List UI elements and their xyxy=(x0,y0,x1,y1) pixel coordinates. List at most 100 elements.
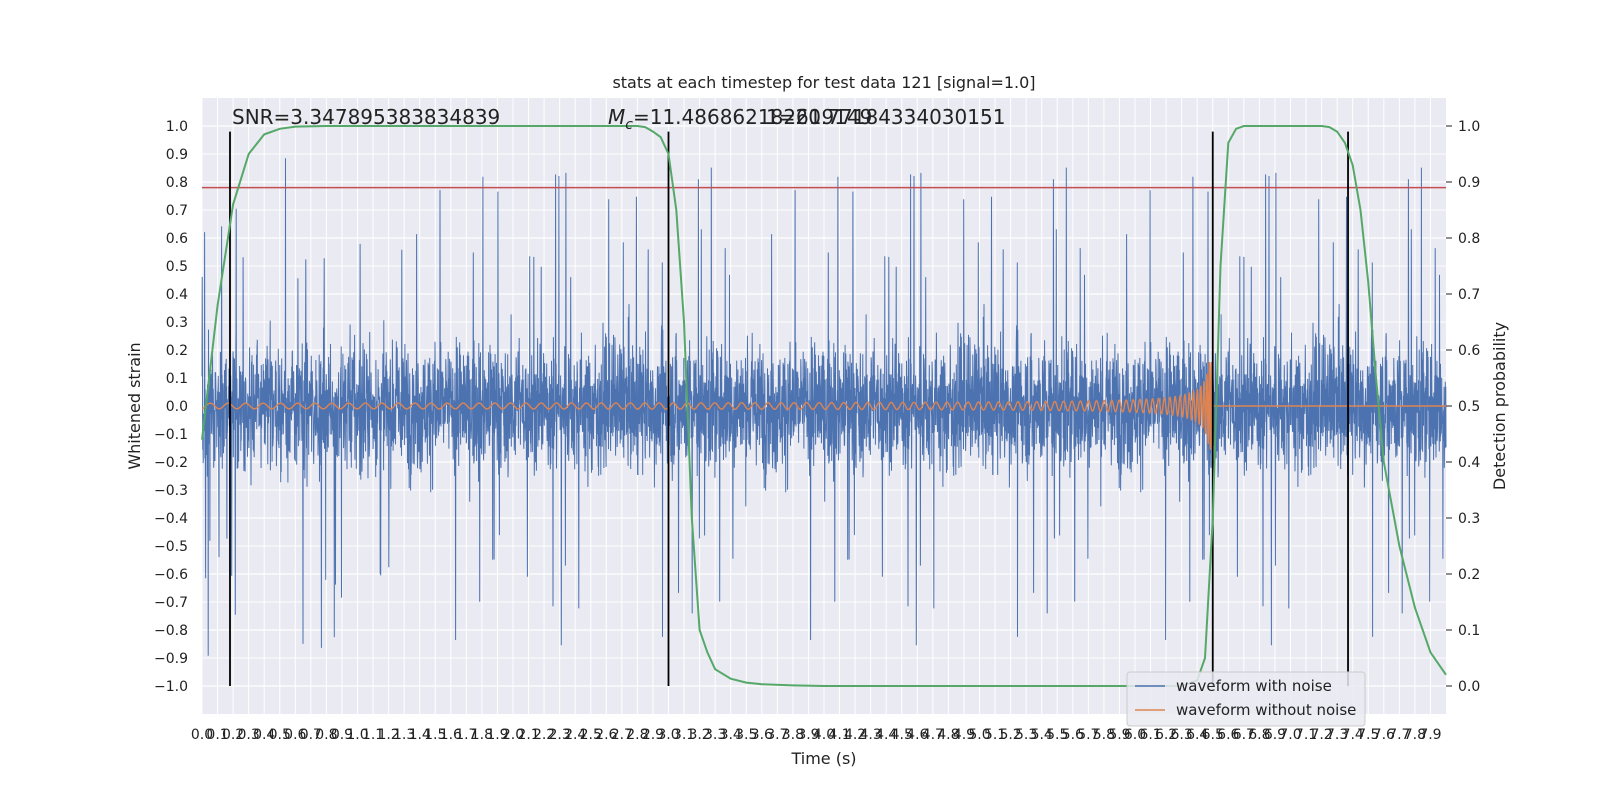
right-y-tick-label: 0.9 xyxy=(1458,175,1480,191)
x-tick-label: 1.2 xyxy=(377,727,399,743)
right-y-tick-label: 0.5 xyxy=(1458,399,1480,415)
x-tick-label: 6.8 xyxy=(1248,727,1270,743)
x-tick-label: 0.3 xyxy=(238,727,260,743)
y-tick-label: 0.0 xyxy=(166,399,188,415)
x-tick-label: 3.0 xyxy=(657,727,679,743)
x-tick-label: 4.9 xyxy=(953,727,975,743)
x-tick-label: 4.7 xyxy=(922,727,944,743)
x-tick-label: 2.3 xyxy=(549,727,571,743)
y-tick-labels: −1.0 −0.9 −0.8 −0.7 −0.6 −0.5 −0.4 −0.3 −0.2 −0.1… xyxy=(154,119,188,695)
x-tick-label: 2.2 xyxy=(533,727,555,743)
x-tick-label: 3.1 xyxy=(673,727,695,743)
x-tick-label: 7.4 xyxy=(1342,727,1364,743)
clean-line xyxy=(201,361,1446,450)
x-tick-label: 4.4 xyxy=(875,727,897,743)
noise-line xyxy=(201,158,1447,656)
y-tick-label: −1.0 xyxy=(154,679,188,695)
x-tick-label: 4.2 xyxy=(844,727,866,743)
y-tick-label: 0.4 xyxy=(166,287,188,303)
x-tick-label: 1.9 xyxy=(486,727,508,743)
x-tick-label: 3.3 xyxy=(704,727,726,743)
x-tick-label: 6.3 xyxy=(1171,727,1193,743)
y-tick-label: −0.1 xyxy=(154,427,188,443)
x-tick-label: 6.7 xyxy=(1233,727,1255,743)
x-tick-label: 7.9 xyxy=(1419,727,1441,743)
y-tick-label: 0.9 xyxy=(166,147,188,163)
chirp-mass-symbol: M xyxy=(608,105,625,129)
x-tick-label: 1.6 xyxy=(440,727,462,743)
y-tick-label: −0.8 xyxy=(154,623,188,639)
y-tick-label: 1.0 xyxy=(166,119,188,135)
snr-annotation: SNR=3.347895383834839 xyxy=(232,105,500,129)
x-axis-label: Time (s) xyxy=(790,749,856,768)
y-tick-label: −0.9 xyxy=(154,651,188,667)
legend-box xyxy=(1126,671,1366,727)
x-tick-label: 5.7 xyxy=(1077,727,1099,743)
x-tick-label: 3.4 xyxy=(720,727,742,743)
y-tick-label: 0.2 xyxy=(166,343,188,359)
y-tick-label: 0.6 xyxy=(166,231,188,247)
x-tick-labels: 0.00.10.20.30.40.50.60.70.80.91.01.11.21… xyxy=(191,727,1442,743)
x-tick-label: 1.7 xyxy=(455,727,477,743)
x-tick-label: 2.1 xyxy=(517,727,539,743)
x-tick-label: 2.6 xyxy=(595,727,617,743)
x-tick-label: 4.8 xyxy=(937,727,959,743)
x-tick-label: 2.5 xyxy=(580,727,602,743)
x-tick-label: 2.0 xyxy=(502,727,524,743)
x-tick-label: 1.0 xyxy=(346,727,368,743)
legend: waveform with noise waveform without noi… xyxy=(1126,671,1366,727)
chart-title: stats at each timestep for test data 121… xyxy=(612,73,1035,92)
detection-probability-series xyxy=(201,125,1447,687)
x-tick-label: 0.6 xyxy=(284,727,306,743)
x-tick-label: 7.6 xyxy=(1373,727,1395,743)
x-tick-label: 7.3 xyxy=(1326,727,1348,743)
x-tick-label: 6.0 xyxy=(1124,727,1146,743)
right-y-tick-label: 0.4 xyxy=(1458,455,1480,471)
x-tick-label: 5.5 xyxy=(1046,727,1068,743)
x-tick-label: 5.6 xyxy=(1062,727,1084,743)
x-tick-label: 3.6 xyxy=(751,727,773,743)
x-tick-label: 5.0 xyxy=(968,727,990,743)
x-tick-label: 5.9 xyxy=(1108,727,1130,743)
right-y-tick-label: 0.2 xyxy=(1458,567,1480,583)
x-tick-label: 3.5 xyxy=(735,727,757,743)
x-tick-label: 3.9 xyxy=(797,727,819,743)
x-tick-label: 4.1 xyxy=(828,727,850,743)
x-tick-label: 7.1 xyxy=(1295,727,1317,743)
y-tick-label: −0.4 xyxy=(154,511,188,527)
x-tick-label: 1.5 xyxy=(424,727,446,743)
right-y-tick-label: 1.0 xyxy=(1458,119,1480,135)
y-tick-label: −0.6 xyxy=(154,567,188,583)
x-tick-label: 3.7 xyxy=(766,727,788,743)
detection-probability-line xyxy=(201,125,1447,687)
y-tick-label: −0.5 xyxy=(154,539,188,555)
x-tick-label: 6.9 xyxy=(1264,727,1286,743)
x-tick-label: 3.8 xyxy=(782,727,804,743)
x-tick-label: 4.6 xyxy=(906,727,928,743)
x-tick-label: 0.0 xyxy=(191,727,213,743)
y-tick-label: 0.8 xyxy=(166,175,188,191)
x-tick-label: 2.7 xyxy=(611,727,633,743)
right-y-tick-label: 0.3 xyxy=(1458,511,1480,527)
right-y-tick-label: 0.0 xyxy=(1458,679,1480,695)
x-tick-label: 1.4 xyxy=(409,727,431,743)
x-tick-label: 0.2 xyxy=(222,727,244,743)
y-tick-label: 0.1 xyxy=(166,371,188,387)
overlapping-annotation: 1=20.77184334030151 xyxy=(766,105,1005,129)
x-tick-label: 5.3 xyxy=(1015,727,1037,743)
x-tick-label: 5.2 xyxy=(999,727,1021,743)
x-tick-label: 7.7 xyxy=(1388,727,1410,743)
y-tick-label: 0.3 xyxy=(166,315,188,331)
x-tick-label: 4.5 xyxy=(891,727,913,743)
x-tick-label: 0.5 xyxy=(269,727,291,743)
right-y-tick-labels: 0.0 0.1 0.2 0.3 0.4 0.5 0.6 0.7 0.8 0.9 1.0 xyxy=(1446,119,1480,695)
y-tick-label: −0.3 xyxy=(154,483,188,499)
right-y-axis-label: Detection probability xyxy=(1490,322,1509,490)
y-tick-label: −0.7 xyxy=(154,595,188,611)
x-tick-label: 0.4 xyxy=(253,727,275,743)
waveform-without-noise-series xyxy=(201,361,1446,450)
right-y-tick-label: 0.7 xyxy=(1458,287,1480,303)
x-tick-label: 6.5 xyxy=(1202,727,1224,743)
y-tick-label: −0.2 xyxy=(154,455,188,471)
right-y-tick-label: 0.8 xyxy=(1458,231,1480,247)
